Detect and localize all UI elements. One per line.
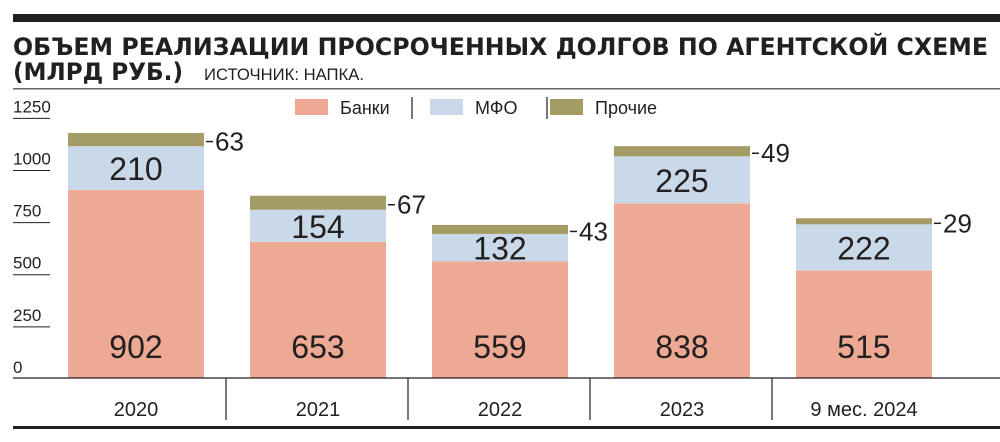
legend-label-2: Прочие — [595, 98, 657, 118]
bar-label: 67 — [397, 190, 426, 220]
x-tick-label: 9 мес. 2024 — [810, 399, 917, 421]
bar-1-0 — [68, 146, 204, 190]
bar-0-4 — [796, 270, 932, 378]
y-tick-label: 500 — [13, 254, 41, 273]
bar-label: 29 — [943, 208, 972, 238]
x-tick-label: 2020 — [114, 399, 159, 421]
bar-label: 49 — [761, 138, 790, 168]
top-rule — [13, 14, 1000, 22]
bar-0-0 — [68, 189, 204, 378]
bar-label: 225 — [655, 163, 708, 199]
x-tick-label: 2021 — [296, 399, 341, 421]
x-tick-label: 2022 — [478, 399, 523, 421]
bar-0-3 — [614, 203, 750, 378]
bar-2-1 — [250, 195, 386, 210]
bar-2-0 — [68, 133, 204, 147]
bar-label: 222 — [837, 230, 890, 266]
bar-label: 902 — [109, 329, 162, 365]
legend-swatch-2 — [550, 99, 583, 115]
legend-label-1: МФО — [475, 98, 517, 118]
bar-2-4 — [796, 218, 932, 225]
bar-1-3 — [614, 156, 750, 204]
bar-label: 43 — [579, 216, 608, 246]
bar-0-1 — [250, 241, 386, 378]
legend-label-0: Банки — [340, 98, 390, 118]
bar-2-2 — [432, 224, 568, 234]
y-tick-label: 1250 — [13, 97, 51, 116]
bottom-rule — [13, 426, 1000, 429]
y-tick-label: 1000 — [13, 149, 51, 168]
chart-title: ОБЪЕМ РЕАЛИЗАЦИИ ПРОСРОЧЕННЫХ ДОЛГОВ ПО … — [13, 32, 988, 61]
bar-label: 154 — [291, 209, 344, 245]
bar-0-2 — [432, 261, 568, 378]
bar-label: 838 — [655, 329, 708, 365]
bar-label: 63 — [215, 127, 244, 157]
bar-label: 653 — [291, 329, 344, 365]
bar-label: 559 — [473, 329, 526, 365]
legend-swatch-0 — [295, 99, 328, 115]
bar-label: 210 — [109, 151, 162, 187]
bar-2-3 — [614, 146, 750, 157]
bar-label: 515 — [837, 329, 890, 365]
bar-label: 132 — [473, 231, 526, 267]
bar-1-1 — [250, 209, 386, 242]
bar-1-2 — [432, 233, 568, 262]
chart-unit: (МЛРД РУБ.) — [13, 58, 183, 86]
y-tick-label: 250 — [13, 306, 41, 325]
title-divider — [13, 88, 1000, 90]
chart-source: ИСТОЧНИК: НАПКА. — [204, 65, 364, 84]
y-tick-label: 750 — [13, 202, 41, 221]
legend-swatch-1 — [430, 99, 463, 115]
y-tick-label: 0 — [13, 358, 22, 377]
x-tick-label: 2023 — [660, 399, 705, 421]
bar-1-4 — [796, 224, 932, 271]
